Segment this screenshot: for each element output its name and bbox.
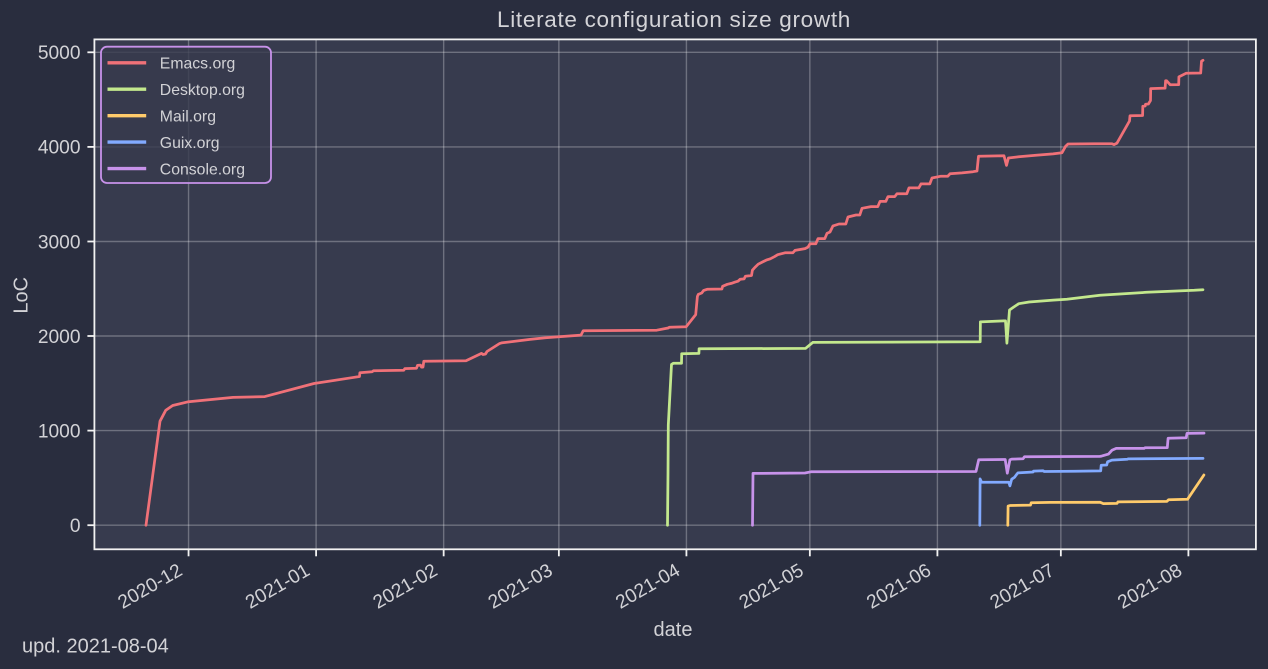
svg-text:Console.org: Console.org [160, 161, 245, 178]
svg-text:5000: 5000 [38, 43, 81, 64]
svg-text:Mail.org: Mail.org [160, 109, 216, 126]
svg-text:2000: 2000 [38, 327, 81, 348]
svg-text:date: date [654, 619, 693, 641]
svg-text:1000: 1000 [38, 421, 81, 442]
svg-text:Desktop.org: Desktop.org [160, 82, 245, 99]
svg-text:Literate configuration size gr: Literate configuration size growth [497, 7, 851, 32]
svg-text:Emacs.org: Emacs.org [160, 56, 236, 73]
svg-text:LoC: LoC [11, 277, 33, 314]
svg-text:4000: 4000 [38, 138, 81, 159]
svg-text:Guix.org: Guix.org [160, 135, 220, 152]
svg-text:upd. 2021-08-04: upd. 2021-08-04 [22, 636, 169, 658]
svg-text:0: 0 [70, 516, 81, 537]
svg-text:3000: 3000 [38, 232, 81, 253]
